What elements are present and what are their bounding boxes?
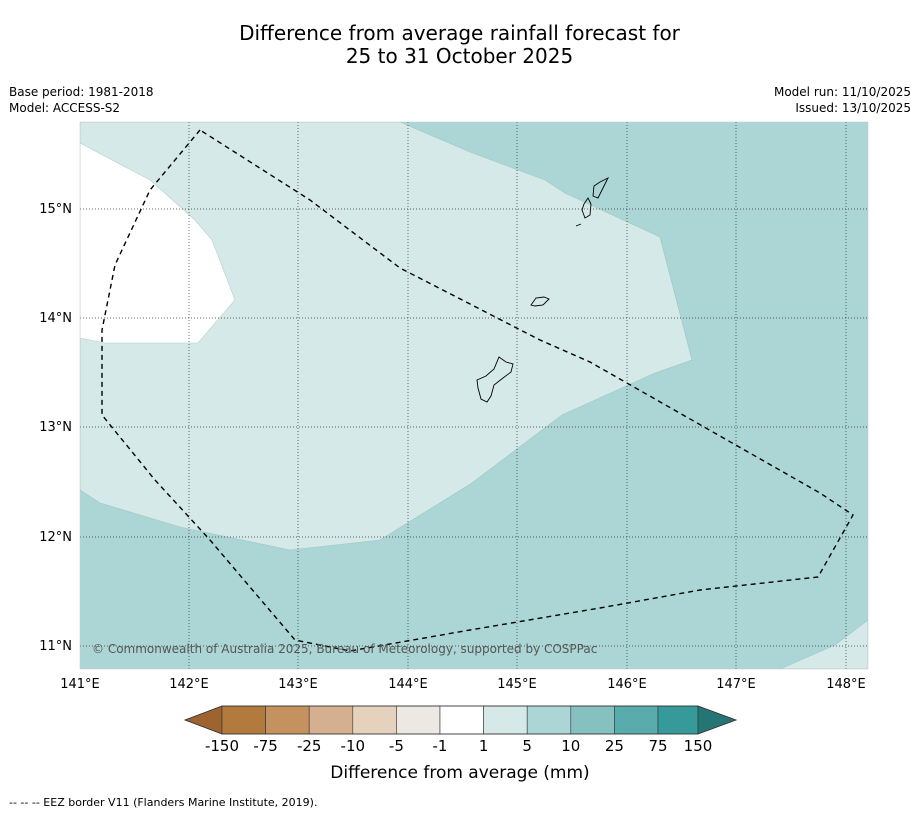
title-line-2: 25 to 31 October 2025: [345, 44, 574, 68]
lon-label: 148°E: [826, 677, 866, 692]
copyright-notice: © Commonwealth of Australia 2025, Bureau…: [92, 642, 597, 656]
colorbar-label: 10: [561, 737, 580, 755]
map-plot: © Commonwealth of Australia 2025, Bureau…: [80, 122, 868, 669]
guam-island: [476, 356, 514, 403]
colorbar-label: -25: [297, 737, 322, 755]
lon-label: 146°E: [607, 677, 647, 692]
base-period: Base period: 1981-2018: [9, 85, 154, 99]
eez-border: [101, 129, 854, 652]
lon-label: 141°E: [60, 677, 100, 692]
lat-label: 13°N: [39, 420, 72, 435]
colorbar-segment: [396, 705, 441, 735]
colorbar-segment: [570, 705, 615, 735]
colorbar-segment: [308, 705, 354, 735]
longitude-labels: 141°E 142°E 143°E 144°E 145°E 146°E 147°…: [60, 677, 866, 692]
lon-label: 143°E: [278, 677, 318, 692]
colorbar-segment: [526, 705, 572, 735]
map-title: Difference from average rainfall forecas…: [0, 22, 919, 68]
lat-label: 14°N: [39, 311, 72, 326]
model-run: Model run: 11/10/2025: [773, 85, 911, 99]
tinian-island: [581, 197, 592, 219]
lon-label: 144°E: [388, 677, 428, 692]
colorbar-label: 5: [522, 737, 532, 755]
model-name: Model: ACCESS-S2: [9, 101, 121, 115]
region-1-5mm: [80, 122, 693, 551]
region-neutral: [80, 142, 236, 344]
colorbar-label: -5: [389, 737, 404, 755]
lon-label: 142°E: [169, 677, 209, 692]
colorbar-segment: [184, 705, 223, 735]
colorbar-segment: [657, 705, 699, 735]
islands: [476, 176, 610, 403]
lat-label: 11°N: [39, 639, 72, 654]
colorbar: -150 -75 -25 -10 -5 -1 1 5 10 25 75 150 …: [183, 705, 738, 783]
eez-legend: -- -- -- EEZ border V11 (Flanders Marine…: [9, 796, 318, 809]
colorbar-segment: [439, 705, 484, 735]
saipan-island: [592, 176, 610, 199]
colorbar-label: -10: [341, 737, 366, 755]
meta-left: Base period: 1981-2018 Model: ACCESS-S2: [9, 84, 154, 116]
colorbar-label: -75: [253, 737, 278, 755]
latitude-labels: 15°N 14°N 13°N 12°N 11°N: [39, 202, 72, 654]
meta-right: Model run: 11/10/2025 Issued: 13/10/2025: [774, 84, 911, 116]
lon-label: 145°E: [497, 677, 537, 692]
graticule: [80, 122, 868, 669]
colorbar-label: 150: [684, 737, 713, 755]
colorbar-label: -150: [205, 737, 239, 755]
lat-label: 15°N: [39, 202, 72, 217]
map-frame: [79, 121, 869, 670]
lat-label: 12°N: [39, 530, 72, 545]
issued-date: Issued: 13/10/2025: [795, 101, 911, 115]
colorbar-title: Difference from average (mm): [330, 763, 589, 783]
colorbar-segment: [614, 705, 659, 735]
rota-island: [530, 296, 550, 307]
colorbar-segment: [265, 705, 310, 735]
colorbar-label: 25: [605, 737, 624, 755]
colorbar-segment: [697, 705, 737, 735]
aguijan-island: [575, 223, 582, 227]
colorbar-outline: [183, 705, 738, 735]
colorbar-segment: [352, 705, 397, 735]
title-line-1: Difference from average rainfall forecas…: [239, 21, 680, 45]
colorbar-label: 1: [479, 737, 489, 755]
colorbar-label: 75: [648, 737, 667, 755]
colorbar-label: -1: [433, 737, 448, 755]
colorbar-segment: [483, 705, 528, 735]
colorbar-segment: [221, 705, 266, 735]
lon-label: 147°E: [716, 677, 756, 692]
